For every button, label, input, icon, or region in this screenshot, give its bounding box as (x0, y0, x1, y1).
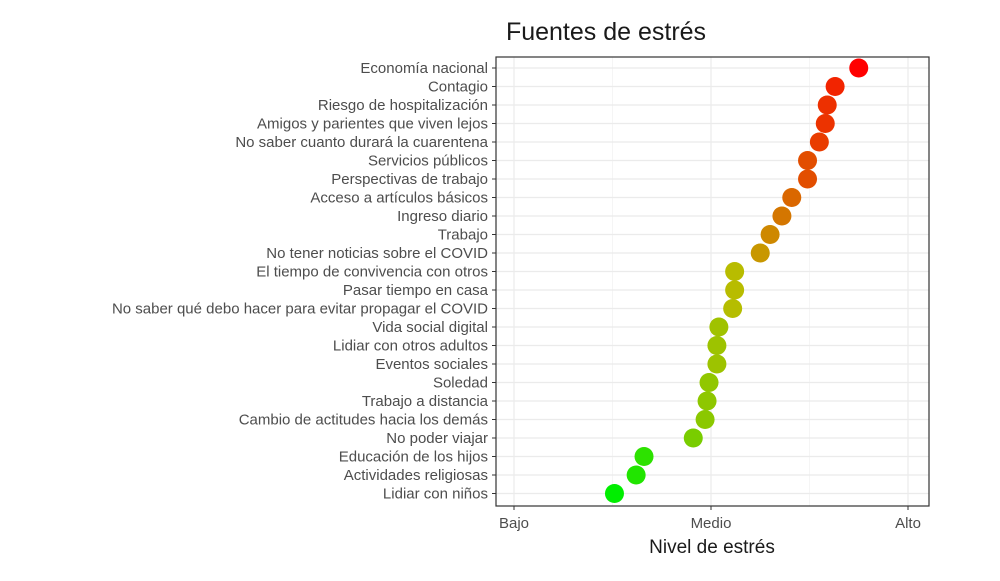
data-point (809, 132, 829, 152)
data-point (772, 206, 792, 226)
data-point (725, 280, 745, 300)
y-tick-label: Educación de los hijos (339, 449, 488, 466)
plot-panel (496, 57, 929, 506)
x-axis-title: Nivel de estrés (649, 537, 775, 558)
data-point (849, 58, 869, 78)
x-tick-label: Alto (895, 515, 921, 532)
y-tick-label: Amigos y parientes que viven lejos (257, 116, 488, 133)
y-tick-label: No poder viajar (386, 430, 488, 447)
y-tick-label: Economía nacional (360, 60, 488, 77)
y-tick-label: El tiempo de convivencia con otros (256, 264, 488, 281)
data-point (760, 225, 780, 244)
y-tick-label: Vida social digital (372, 319, 488, 336)
y-tick-label: Servicios públicos (368, 153, 488, 170)
data-point (750, 243, 770, 263)
data-point (707, 336, 727, 355)
x-tick-label: Medio (691, 515, 732, 532)
y-tick-label: Ingreso diario (397, 208, 488, 225)
data-point (798, 151, 818, 170)
data-point (695, 410, 715, 429)
data-point (817, 95, 837, 115)
data-point (709, 317, 729, 337)
y-tick-label: No saber qué debo hacer para evitar prop… (112, 301, 488, 318)
data-point (683, 428, 703, 448)
y-ticks (492, 67, 496, 494)
data-point (604, 484, 624, 503)
y-tick-label: Lidiar con otros adultos (333, 338, 488, 355)
y-tick-label: No saber cuanto durará la cuarentena (235, 134, 488, 151)
data-point (725, 262, 745, 281)
data-point (798, 169, 818, 189)
y-tick-label: Eventos sociales (375, 356, 488, 373)
y-tick-label: Lidiar con niños (383, 486, 488, 503)
data-points (604, 58, 869, 503)
plot-panel-border (495, 56, 930, 507)
data-point (626, 465, 646, 485)
x-tick-label: Bajo (499, 515, 529, 532)
y-tick-label: Actividades religiosas (344, 467, 488, 484)
data-point (723, 299, 743, 318)
data-point (634, 447, 654, 466)
grid (496, 57, 929, 506)
y-tick-label: Trabajo a distancia (362, 393, 489, 410)
y-tick-label: Trabajo (438, 227, 488, 244)
y-tick-label: Acceso a artículos básicos (310, 190, 488, 207)
y-tick-label: Cambio de actitudes hacia los demás (239, 412, 488, 429)
data-point (697, 391, 717, 411)
data-point (707, 354, 727, 374)
y-tick-label: No tener noticias sobre el COVID (266, 245, 488, 262)
y-tick-label: Riesgo de hospitalización (318, 97, 488, 114)
y-tick-label: Soledad (433, 375, 488, 392)
x-ticks: Bajo Medio Alto (499, 506, 921, 532)
y-tick-label: Pasar tiempo en casa (343, 282, 489, 299)
data-point (782, 188, 802, 207)
y-tick-label: Contagio (428, 79, 488, 96)
data-point (699, 373, 719, 392)
y-tick-label: Perspectivas de trabajo (331, 171, 488, 188)
data-point (825, 77, 845, 96)
chart-title: Fuentes de estrés (506, 18, 706, 46)
data-point (815, 114, 835, 133)
